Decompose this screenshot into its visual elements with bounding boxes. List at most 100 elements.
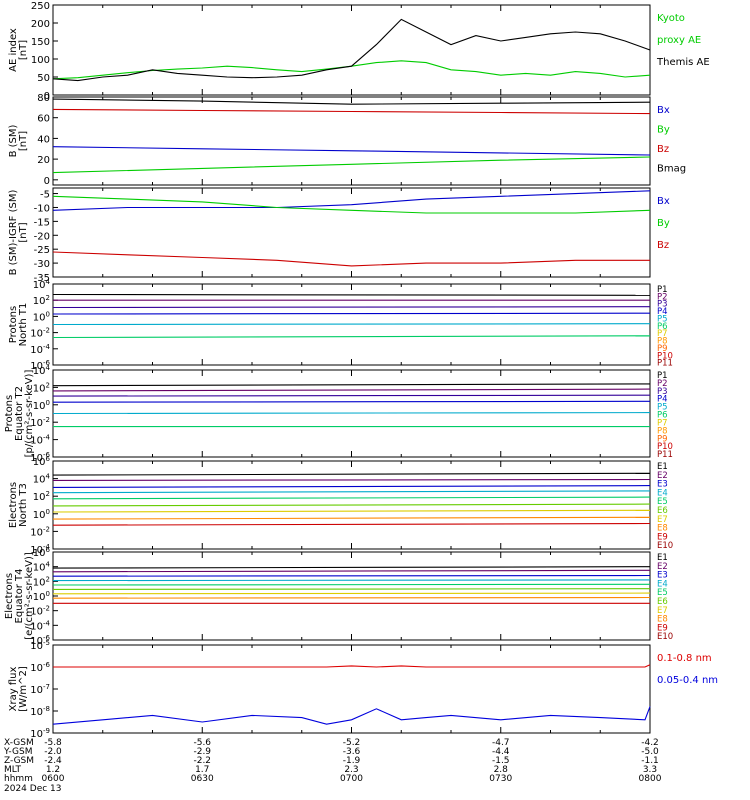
y-tick-label: 10-6 (30, 661, 50, 674)
series-line-e2 (52, 569, 651, 573)
series-line-p4 (52, 400, 651, 403)
legend-entry: E3 (657, 571, 668, 581)
legend-entry: E9 (657, 532, 668, 542)
series-line-e9 (52, 522, 651, 526)
legend-entry: P4 (657, 307, 668, 317)
y-tick-label: 150 (31, 37, 50, 48)
series-line-e5 (52, 583, 651, 586)
legend-entry: P5 (657, 314, 668, 324)
legend-entry: E7 (657, 515, 668, 525)
panel-8: 10-9 10-8 10-7 10-6 10-5 Xray flux [W/m^2] 0.1-… (8, 639, 718, 740)
orbit-value: -4.7 (492, 738, 510, 748)
orbit-value: 1.7 (195, 765, 209, 775)
series-line-p6 (52, 335, 651, 339)
orbit-value: 2.3 (344, 765, 358, 775)
series-line-e8 (52, 596, 651, 599)
orbit-value: -2.9 (193, 747, 211, 757)
y-tick-label: 100 (33, 508, 50, 521)
panel-2: 0 20 40 60 80 B (SM) [nT] Bx By Bz Bmag (8, 93, 686, 187)
legend-entry: E10 (657, 541, 673, 551)
panel-frame (52, 4, 651, 96)
y-tick-label: 10-2 (30, 416, 50, 429)
orbit-value: 3.3 (643, 765, 657, 775)
series-line-e1 (52, 472, 651, 476)
y-axis-label: Equator T4 (14, 569, 25, 624)
series-line-0-05-0-4-nm (52, 706, 651, 725)
y-tick-label: 102 (33, 575, 50, 588)
series-line-themis-ae (52, 18, 651, 82)
legend-entry: P10 (657, 442, 673, 452)
y-tick-label: 250 (31, 1, 50, 12)
y-axis-label: [W/m^2] (18, 666, 29, 712)
y-tick-label: 100 (33, 399, 50, 412)
y-tick-label: 10-8 (30, 705, 50, 718)
legend-entry: P1 (657, 285, 668, 295)
legend-entry: P9 (657, 434, 668, 444)
series-line-p4 (52, 312, 651, 315)
y-tick-label: -5 (40, 190, 50, 201)
y-tick-label: 104 (33, 364, 51, 377)
y-tick-label: 100 (33, 310, 50, 323)
orbit-value: 0630 (191, 774, 214, 784)
y-tick-label: 20 (37, 155, 50, 166)
orbit-value: 0700 (340, 774, 363, 784)
legend-entry: E3 (657, 480, 668, 490)
y-tick-label: 104 (33, 278, 51, 291)
orbit-value: -5.2 (343, 738, 361, 748)
legend-entry: E7 (657, 606, 668, 616)
legend-entry: E2 (657, 471, 668, 481)
legend-entry: By (657, 218, 670, 229)
series-line-e4 (52, 490, 651, 494)
y-tick-label: 10-6 (30, 451, 50, 464)
legend-entry: Bmag (657, 164, 686, 175)
y-tick-label: 10-4 (30, 543, 50, 556)
legend-entry: P7 (657, 418, 668, 428)
legend-entry: E5 (657, 588, 668, 598)
y-axis-label: [nT] (18, 131, 29, 151)
series-line-p2 (52, 388, 651, 392)
y-tick-label: 10-6 (30, 634, 50, 647)
orbit-value: -1.5 (492, 756, 510, 766)
date-label: 2024 Dec 13 (4, 784, 62, 794)
orbit-value: 0800 (639, 774, 662, 784)
legend-entry: E5 (657, 497, 668, 507)
legend-entry: 0.1-0.8 nm (657, 653, 712, 664)
y-tick-label: 10-7 (30, 683, 50, 696)
y-tick-label: 10-4 (30, 343, 50, 356)
y-tick-label: 100 (33, 590, 50, 603)
orbit-value: -4.2 (641, 738, 659, 748)
y-axis-label: [nT] (18, 222, 29, 242)
y-tick-label: 10-2 (30, 605, 50, 618)
series-line-e4 (52, 579, 651, 582)
series-line-by (52, 195, 651, 214)
orbit-row-label: MLT (4, 765, 22, 775)
panel-3: -35 -30 -25 -20 -15 -10 -5 B (SM)-IGRF (SM) [nT]… (8, 187, 670, 284)
y-axis-label: Protons (8, 306, 19, 343)
y-tick-label: 0 (44, 176, 50, 187)
legend-entry: P2 (657, 292, 668, 302)
y-axis-label: North T1 (18, 303, 29, 347)
y-tick-label: 10-6 (30, 359, 50, 372)
y-axis-label: B (SM) (8, 124, 19, 157)
y-axis-label: [e/(cm²-s-sr-keV)] (24, 552, 35, 640)
series-line-e3 (52, 574, 651, 577)
series-line-bz (52, 251, 650, 267)
legend-entry: P9 (657, 344, 668, 354)
y-tick-label: 10-4 (30, 619, 50, 632)
y-axis-label: Xray flux (8, 667, 19, 712)
orbit-row-label: X-GSM (4, 738, 34, 748)
y-tick-label: 10-4 (30, 434, 50, 447)
series-line-e6 (52, 588, 651, 590)
orbit-value: -2.4 (44, 756, 62, 766)
orbit-row-label: hhmm (4, 774, 33, 784)
y-axis-label: [p/(cm²-s-sr-keV)] (24, 370, 35, 458)
y-axis-label: B (SM)-IGRF (SM) (8, 190, 19, 276)
y-tick-label: -30 (34, 259, 50, 270)
legend-entry: E6 (657, 597, 668, 607)
series-line-p1 (52, 383, 651, 387)
panel-frame (52, 644, 651, 734)
y-tick-label: 102 (33, 490, 50, 503)
y-axis-label: Protons (4, 395, 15, 432)
